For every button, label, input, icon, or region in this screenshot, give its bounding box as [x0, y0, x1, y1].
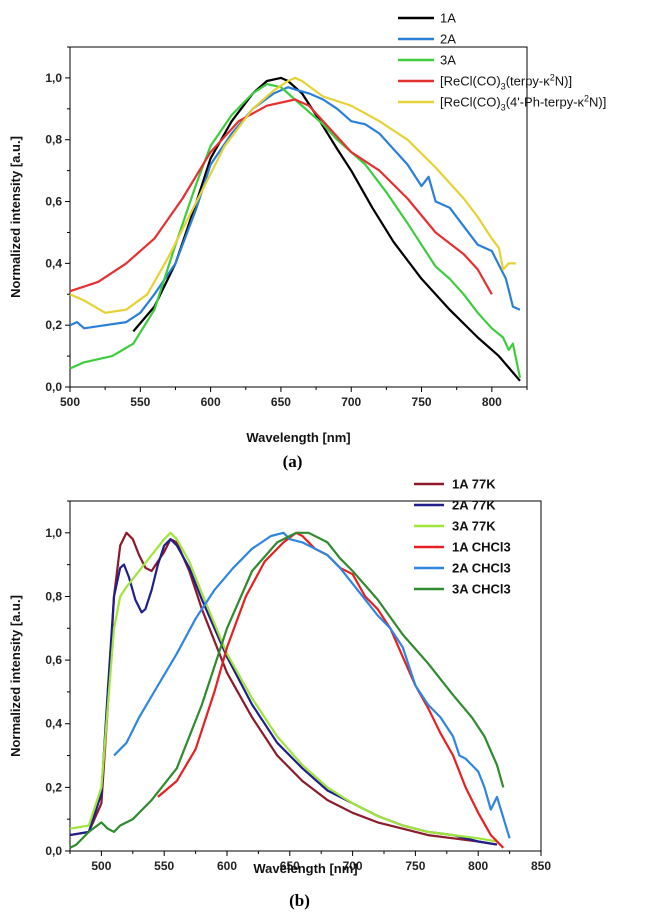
chart-a-series-line-3 [69, 82, 522, 378]
chart-b-series-line-6 [69, 531, 505, 849]
chart-a-series-line-4 [69, 98, 493, 295]
chart-a-caption: (a) [283, 452, 303, 471]
chart-a-y-tick-label: 0,0 [45, 380, 62, 394]
chart-a-legend-label-3: 3A [440, 53, 456, 68]
chart-a-y-axis-label: Normalized intensity [a.u.] [8, 136, 23, 298]
chart-b-caption: (b) [289, 891, 310, 910]
chart-b-x-tick-label: 500 [91, 859, 111, 873]
chart-b-legend-label-5: 2A CHCl3 [452, 561, 511, 576]
chart-a-x-tick-label: 550 [130, 395, 150, 409]
chart-b-x-tick-label: 650 [280, 859, 300, 873]
chart-b-y-tick-label: 0,4 [45, 717, 62, 731]
chart-a-legend-label-5: [ReCl(CO)3(4'-Ph-terpy-κ2N)] [440, 94, 606, 113]
chart-b-y-tick-label: 0,0 [45, 844, 62, 858]
chart-b-x-tick-label: 700 [343, 859, 363, 873]
chart-a-y-tick-label: 0,8 [45, 133, 62, 147]
chart-a-x-tick-label: 700 [341, 395, 361, 409]
chart-a-series-line-5 [69, 76, 516, 314]
chart-b-series-line-1 [69, 531, 498, 846]
chart-b-plot-frame [69, 500, 542, 852]
chart-b-x-tick-label: 600 [217, 859, 237, 873]
chart-b-legend-label-1: 1A 77K [452, 477, 496, 492]
chart-a-legend-label-1: 1A [440, 11, 456, 26]
chart-a-legend-label-4: [ReCl(CO)3(terpy-κ2N)] [440, 73, 572, 92]
chart-a-y-tick-label: 1,0 [45, 71, 62, 85]
chart-a-plot-frame [69, 46, 528, 388]
chart-a-series-line-2 [69, 86, 521, 330]
chart-b-legend-label-6: 3A CHCl3 [452, 582, 511, 597]
chart-a-y-tick-label: 0,4 [45, 256, 62, 270]
chart-b-x-axis-label: Wavelength [nm] [253, 861, 357, 876]
chart-b-legend-label-4: 1A CHCl3 [452, 540, 511, 555]
chart-b-series-line-3 [69, 531, 498, 843]
chart-b-x-tick-label: 850 [531, 859, 551, 873]
chart-b-y-tick-label: 1,0 [45, 526, 62, 540]
chart-a-x-axis-label: Wavelength [nm] [246, 430, 350, 445]
chart-b-legend-label-3: 3A 77K [452, 519, 496, 534]
chart-b-series-line-5 [113, 531, 511, 839]
chart-a-x-tick-label: 500 [60, 395, 80, 409]
chart-b-x-tick-label: 550 [154, 859, 174, 873]
chart-b-legend-label-2: 2A 77K [452, 498, 496, 513]
chart-b-y-axis-label: Normalized intensity [a.u.] [8, 595, 23, 757]
chart-b-y-tick-label: 0,2 [45, 780, 62, 794]
chart-b-x-tick-label: 800 [468, 859, 488, 873]
chart-a-y-tick-label: 0,6 [45, 195, 62, 209]
chart-a-legend-label-2: 2A [440, 32, 456, 47]
chart-a-series-line-1 [132, 76, 521, 382]
chart-a-x-tick-label: 750 [412, 395, 432, 409]
chart-a-x-tick-label: 800 [482, 395, 502, 409]
chart-a-x-tick-label: 650 [271, 395, 291, 409]
chart-b-x-tick-label: 750 [405, 859, 425, 873]
chart-b-series-line-2 [69, 538, 498, 846]
chart-a-y-tick-label: 0,2 [45, 318, 62, 332]
chart-a-x-tick-label: 600 [201, 395, 221, 409]
chart-b-y-tick-label: 0,8 [45, 589, 62, 603]
chart-b-series-line-4 [157, 531, 505, 849]
chart-b-y-tick-label: 0,6 [45, 653, 62, 667]
